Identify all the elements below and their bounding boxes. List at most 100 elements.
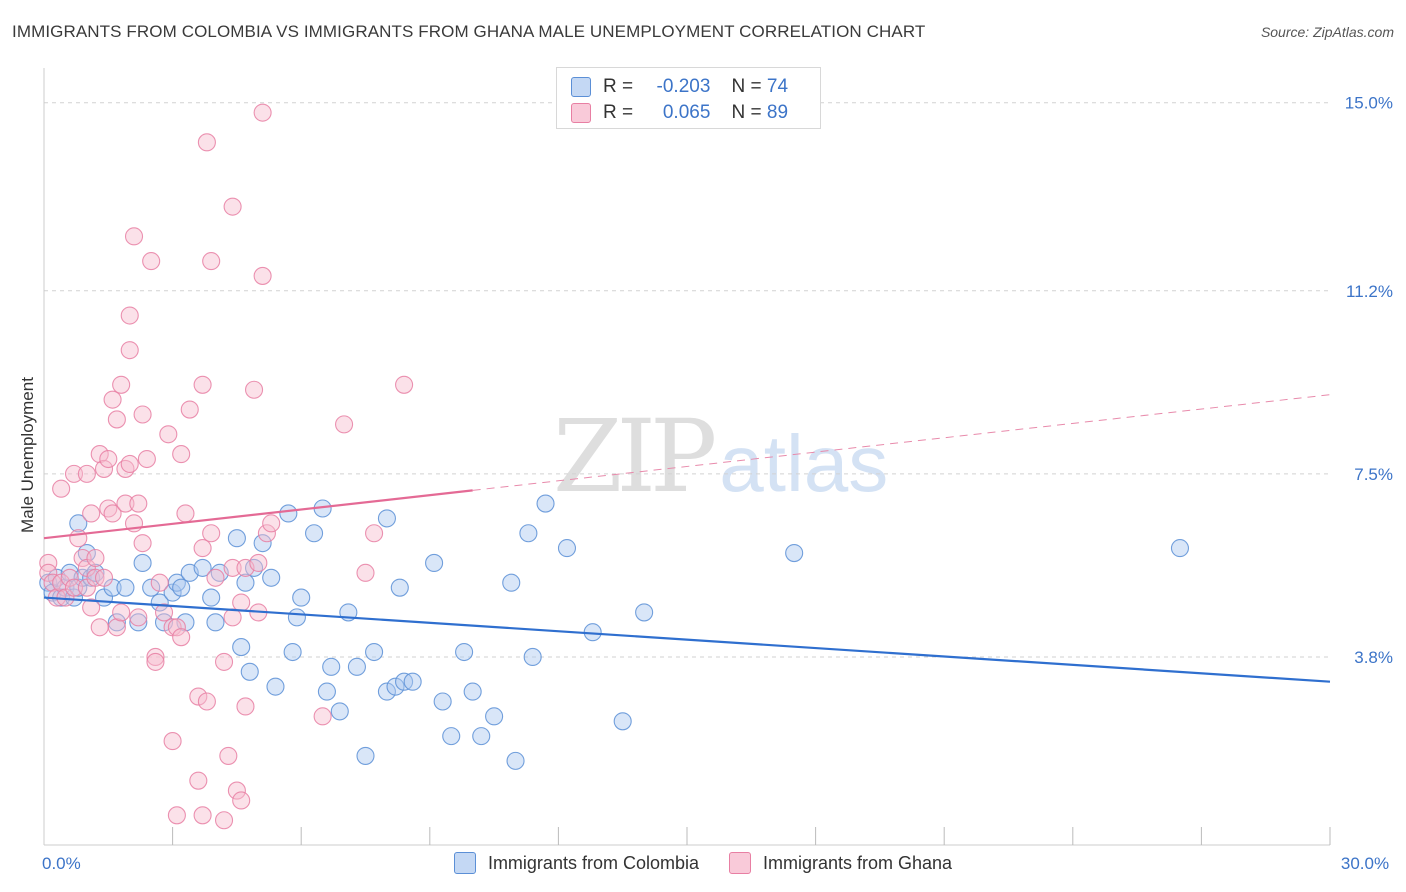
ghana-point — [90, 445, 109, 464]
stats-row-ghana: R = 0.065 N = 89 — [571, 101, 788, 125]
legend-label: Immigrants from Ghana — [763, 852, 953, 873]
colombia-point — [322, 657, 341, 676]
ghana-point — [99, 449, 118, 469]
ghana-point — [219, 746, 238, 765]
ghana-point — [112, 603, 131, 622]
colombia-point — [365, 642, 384, 662]
ghana-point — [167, 806, 186, 825]
ghana-point — [150, 573, 169, 592]
colombia-point — [536, 494, 555, 513]
chart-legend: Immigrants from Colombia Immigrants from… — [0, 852, 1406, 874]
ghana-point — [232, 593, 251, 612]
ghana-point — [193, 375, 212, 394]
ghana-point — [86, 548, 105, 568]
colombia-point — [433, 692, 452, 711]
r-value: 0.065 — [662, 102, 711, 123]
colombia-point — [133, 553, 152, 572]
ghana-point — [133, 534, 152, 553]
ghana-point — [395, 375, 414, 394]
colombia-point — [107, 613, 126, 632]
ghana-point — [154, 603, 174, 622]
colombia-point — [236, 573, 255, 592]
ghana-point — [112, 375, 131, 394]
ghana-point — [120, 341, 139, 360]
axes — [43, 68, 1331, 846]
colombia-point — [305, 524, 324, 543]
colombia-point — [262, 568, 281, 587]
ghana-point — [60, 568, 79, 587]
ghana-point — [52, 479, 71, 498]
ghana-point — [64, 464, 84, 483]
colombia-point — [206, 613, 225, 632]
legend-label: Immigrants from Colombia — [487, 852, 699, 873]
source-label: Source: ZipAtlas.com — [1260, 24, 1394, 40]
ghana-point — [253, 103, 272, 122]
x-tick-label: 30.0% — [1341, 854, 1389, 873]
colombia-point — [523, 647, 542, 667]
ghana-point — [214, 811, 234, 830]
ghana-point — [129, 608, 148, 627]
n-value: 89 — [766, 102, 789, 123]
ghana-point — [116, 494, 135, 513]
ghana-point — [236, 697, 255, 716]
colombia-point — [613, 712, 632, 731]
colombia-point — [377, 509, 396, 528]
tick-labels: 3.8% 7.5% 11.2% 15.0% 0.0% 30.0% — [42, 94, 1393, 873]
colombia-point — [502, 573, 521, 592]
ghana-point — [335, 415, 354, 434]
chart-title: IMMIGRANTS FROM COLOMBIA VS IMMIGRANTS F… — [12, 22, 926, 41]
ghana-point — [223, 608, 242, 627]
ghana-point — [120, 454, 139, 474]
colombia-point — [287, 608, 306, 627]
colombia-point — [279, 504, 298, 523]
colombia-point — [292, 588, 311, 607]
ghana-point — [180, 400, 199, 419]
ghana-point — [73, 548, 92, 568]
ghana-point — [197, 692, 216, 711]
ghana-point — [94, 459, 114, 478]
colombia-point — [266, 677, 285, 696]
ghana-point — [249, 553, 268, 572]
colombia-point — [253, 534, 272, 553]
legend-item-ghana[interactable]: Immigrants from Ghana — [729, 852, 952, 874]
ghana-point — [189, 687, 208, 706]
ghana-point — [202, 252, 221, 271]
ghana-point — [202, 524, 221, 543]
x-tick-label: 0.0% — [42, 854, 81, 873]
colombia-point — [232, 638, 251, 657]
ghana-point — [262, 514, 281, 533]
colombia-point — [635, 603, 654, 622]
ghana-point — [206, 568, 225, 587]
ghana-trend-line — [43, 489, 473, 540]
ghana-point — [82, 598, 101, 617]
n-value: 74 — [766, 76, 789, 97]
ghana-point — [146, 647, 165, 667]
legend-item-colombia[interactable]: Immigrants from Colombia — [453, 852, 699, 874]
colombia-point — [403, 672, 422, 691]
colombia-point — [1170, 539, 1190, 558]
ghana-point — [103, 390, 122, 409]
colombia-point — [86, 563, 105, 582]
colombia-point — [317, 682, 336, 701]
ghana-point — [146, 652, 165, 671]
ghana-point — [214, 652, 234, 671]
ghana-point — [365, 524, 384, 543]
colombia-point — [425, 553, 444, 572]
colombia-point — [202, 588, 221, 607]
colombia-trend-line — [43, 596, 1331, 683]
watermark-zip: ZIP — [553, 398, 717, 515]
ghana-point — [257, 524, 276, 543]
ghana-point — [142, 252, 161, 271]
colombia-point — [39, 573, 58, 592]
ghana-point — [90, 618, 109, 637]
ghana-point — [39, 563, 58, 582]
ghana-point — [253, 266, 272, 285]
trend-lines — [43, 394, 1331, 683]
ghana-point — [223, 558, 242, 577]
colombia-point — [386, 677, 405, 696]
ghana-point — [356, 563, 375, 582]
ghana-point — [193, 539, 212, 558]
colombia-point — [390, 578, 409, 597]
r-value: -0.203 — [656, 76, 711, 97]
r-label: R = — [603, 102, 634, 123]
